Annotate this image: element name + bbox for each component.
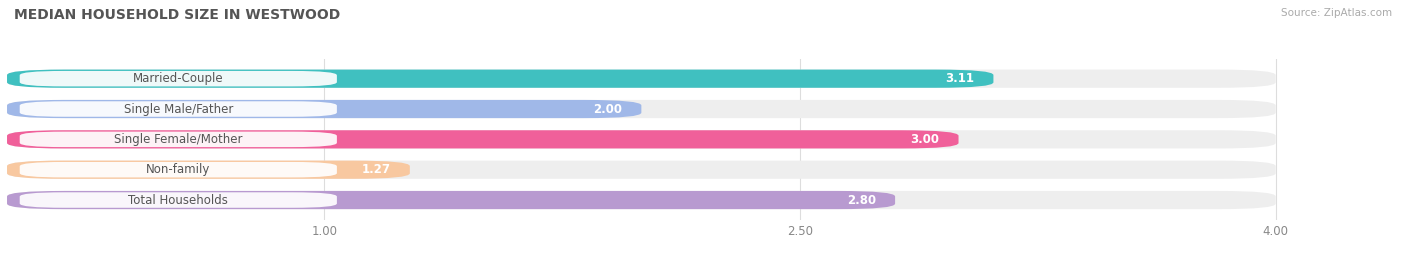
FancyBboxPatch shape: [20, 101, 337, 117]
Text: Total Households: Total Households: [128, 193, 228, 207]
FancyBboxPatch shape: [7, 70, 1275, 88]
FancyBboxPatch shape: [20, 71, 337, 86]
FancyBboxPatch shape: [7, 161, 1275, 179]
Text: 3.00: 3.00: [911, 133, 939, 146]
Text: Married-Couple: Married-Couple: [134, 72, 224, 85]
FancyBboxPatch shape: [20, 132, 337, 147]
Text: 1.27: 1.27: [361, 163, 391, 176]
FancyBboxPatch shape: [7, 191, 896, 209]
FancyBboxPatch shape: [7, 70, 994, 88]
Text: 2.00: 2.00: [593, 103, 623, 116]
Text: Single Female/Mother: Single Female/Mother: [114, 133, 243, 146]
Text: Source: ZipAtlas.com: Source: ZipAtlas.com: [1281, 8, 1392, 18]
FancyBboxPatch shape: [7, 130, 959, 148]
Text: Non-family: Non-family: [146, 163, 211, 176]
FancyBboxPatch shape: [7, 191, 1275, 209]
FancyBboxPatch shape: [7, 100, 641, 118]
Text: 2.80: 2.80: [846, 193, 876, 207]
FancyBboxPatch shape: [20, 162, 337, 177]
FancyBboxPatch shape: [7, 100, 1275, 118]
FancyBboxPatch shape: [20, 192, 337, 208]
Text: 3.11: 3.11: [945, 72, 974, 85]
FancyBboxPatch shape: [7, 130, 1275, 148]
Text: Single Male/Father: Single Male/Father: [124, 103, 233, 116]
Text: MEDIAN HOUSEHOLD SIZE IN WESTWOOD: MEDIAN HOUSEHOLD SIZE IN WESTWOOD: [14, 8, 340, 22]
FancyBboxPatch shape: [7, 161, 409, 179]
